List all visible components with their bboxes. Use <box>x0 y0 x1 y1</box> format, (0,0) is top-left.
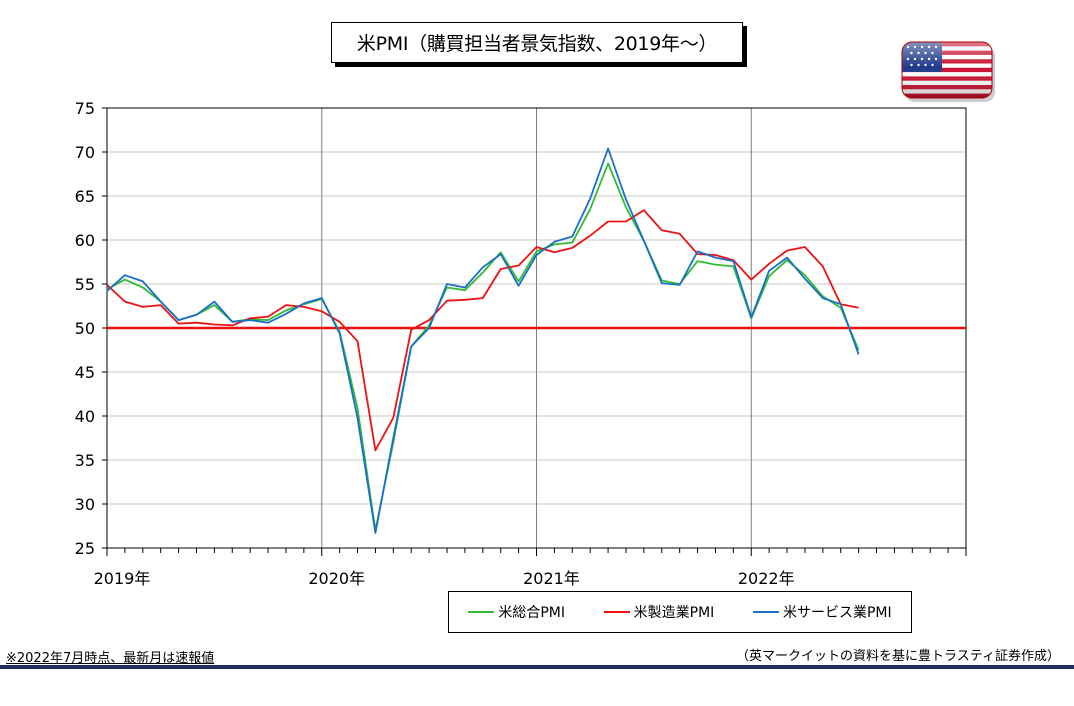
y-tick-label: 75 <box>75 99 95 118</box>
chart-legend: 米総合PMI 米製造業PMI 米サービス業PMI <box>448 591 912 633</box>
y-tick-label: 30 <box>75 495 95 514</box>
y-tick-label: 45 <box>75 363 95 382</box>
x-tick-label: 2022年 <box>738 569 795 588</box>
x-tick-label: 2021年 <box>523 569 580 588</box>
y-tick-label: 50 <box>75 319 95 338</box>
footnote: ※2022年7月時点、最新月は速報値 <box>6 651 215 666</box>
y-tick-label: 35 <box>75 451 95 470</box>
x-tick-label: 2020年 <box>308 569 365 588</box>
series-line-manufacturing <box>106 209 859 452</box>
series-line-composite <box>106 162 860 532</box>
bottom-divider-bar <box>0 665 1074 669</box>
legend-item-manufacturing: 米製造業PMI <box>603 602 715 622</box>
us-flag-icon <box>901 41 995 102</box>
series-line-services <box>106 147 860 534</box>
legend-swatch-composite <box>468 611 495 613</box>
source-note: （英マークイットの資料を基に豊トラスティ証券作成） <box>736 649 1060 664</box>
legend-swatch-manufacturing <box>603 611 630 613</box>
y-tick-label: 70 <box>75 143 95 162</box>
y-tick-label: 65 <box>75 187 95 206</box>
legend-label-manufacturing: 米製造業PMI <box>633 605 715 621</box>
y-tick-label: 55 <box>75 275 95 294</box>
y-tick-label: 40 <box>75 407 95 426</box>
x-tick-label: 2019年 <box>94 569 151 588</box>
legend-swatch-services <box>752 611 779 613</box>
chart-title: 米PMI（購買担当者景気指数、2019年～） <box>331 22 743 63</box>
y-tick-label: 25 <box>75 539 95 558</box>
legend-item-services: 米サービス業PMI <box>752 602 892 622</box>
y-tick-label: 60 <box>75 231 95 250</box>
legend-label-composite: 米総合PMI <box>498 605 565 621</box>
legend-item-composite: 米総合PMI <box>468 602 565 622</box>
pmi-line-chart: 25 30 35 40 45 50 55 60 65 70 75 2019年 2020年 2021年 202… <box>75 99 967 588</box>
legend-label-services: 米サービス業PMI <box>782 605 892 621</box>
